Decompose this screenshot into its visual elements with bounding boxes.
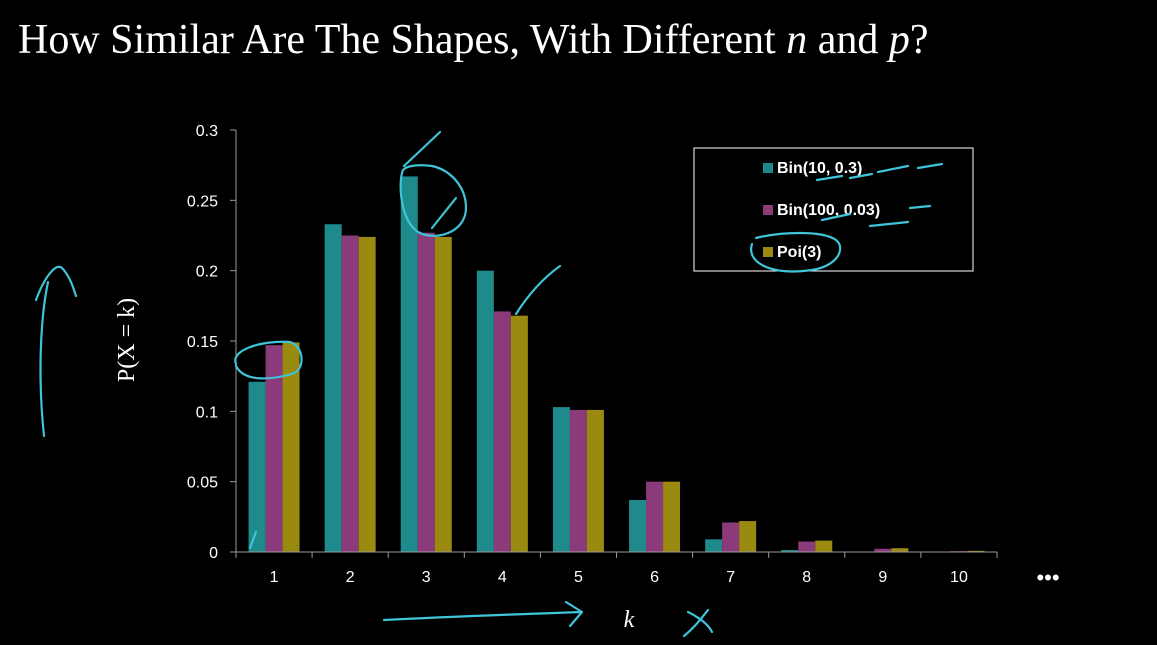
annotation-circle-k1: [234, 340, 303, 380]
x-tick-label: 10: [950, 569, 968, 586]
y-tick-label: 0.2: [196, 264, 218, 281]
annotation-underline-bin10: [815, 162, 944, 182]
x-tick-label: 6: [650, 569, 659, 586]
annotation-stroke-k4: [514, 264, 562, 316]
annotation-circle-k3-peak: [399, 164, 468, 237]
legend-swatch: [763, 163, 773, 173]
title-var-n: n: [786, 17, 808, 63]
legend-swatch: [763, 247, 773, 257]
bar-s2-k9: [874, 548, 892, 552]
x-tick-label: 7: [726, 569, 735, 586]
y-axis-title: P(X = k): [114, 298, 140, 382]
x-tick-label: 3: [422, 569, 431, 586]
annotation-tick-k3: [402, 130, 442, 168]
bar-s2-k2: [341, 235, 359, 552]
x-tick-label: 9: [878, 569, 887, 586]
bar-s3-k6: [663, 481, 681, 552]
y-tick-label: 0.1: [196, 404, 218, 421]
bar-s2-k3: [417, 232, 435, 553]
x-tick-label: 4: [498, 569, 507, 586]
y-tick-label: 0: [209, 545, 218, 562]
bar-s3-k10: [967, 550, 985, 552]
bar-s1-k7: [705, 539, 723, 552]
bar-s2-k5: [569, 409, 587, 552]
x-tick-label: 1: [270, 569, 279, 586]
bar-s3-k7: [739, 521, 757, 552]
bar-s3-k4: [510, 315, 528, 552]
legend-label: Poi(3): [777, 244, 821, 261]
bar-s1-k6: [629, 499, 647, 552]
annotation-stroke-k3: [430, 196, 458, 230]
bar-s3-k1: [282, 342, 300, 552]
x-tick-label: 2: [346, 569, 355, 586]
axes-group: 0 0.05 0.1 0.15 0.2 0.25 0.3 1 2 3 4 5 6 7 8 9 10: [187, 123, 998, 586]
bar-s1-k2: [324, 224, 342, 552]
bar-s1-k8: [781, 550, 799, 552]
title-text-3: ?: [909, 17, 929, 63]
slide-title: How Similar Are The Shapes, With Differe…: [18, 16, 929, 64]
y-tick-label: 0.15: [187, 334, 218, 351]
legend: Bin(10, 0.3) Bin(100, 0.03) Poi(3): [693, 147, 974, 272]
legend-box: [693, 147, 974, 272]
handwritten-annotations: [34, 130, 944, 638]
bar-s3-k3: [434, 236, 452, 552]
bar-s1-k5: [552, 407, 570, 552]
legend-label: Bin(10, 0.3): [777, 160, 862, 177]
y-tick-label: 0.3: [196, 123, 218, 140]
title-text-1: How Similar Are The Shapes, With Differe…: [18, 17, 787, 63]
annotation-up-arrow: [34, 265, 78, 438]
bar-s2-k6: [646, 481, 664, 552]
x-axis-title: k: [624, 607, 635, 633]
x-tick-label: 5: [574, 569, 583, 586]
legend-swatch: [763, 205, 773, 215]
annotation-x-mark: [682, 608, 714, 638]
bar-s1-k4: [476, 270, 494, 552]
bar-s2-k8: [798, 541, 816, 552]
bar-s3-k5: [586, 409, 604, 552]
bar-s2-k4: [493, 311, 511, 552]
ellipsis: •••: [1036, 565, 1059, 590]
annotation-mark-origin: [248, 530, 258, 550]
bar-s2-k1: [265, 345, 283, 552]
bar-s3-k8: [815, 540, 833, 552]
y-tick-label: 0.25: [187, 193, 218, 210]
bar-s3-k2: [358, 236, 376, 552]
title-var-p: p: [888, 17, 910, 63]
bars-group: [248, 176, 985, 553]
y-tick-label: 0.05: [187, 475, 218, 492]
title-text-2: and: [807, 17, 889, 63]
bar-s3-k9: [891, 548, 909, 552]
annotation-arrow-right: [382, 600, 584, 628]
bar-s2-k7: [722, 522, 740, 552]
annotation-circle-poi: [750, 231, 842, 273]
x-tick-label: 8: [802, 569, 811, 586]
bar-s1-k1: [248, 381, 266, 552]
annotation-underline-bin100: [820, 204, 932, 228]
bar-s1-k3: [400, 176, 418, 553]
legend-label: Bin(100, 0.03): [777, 202, 880, 219]
